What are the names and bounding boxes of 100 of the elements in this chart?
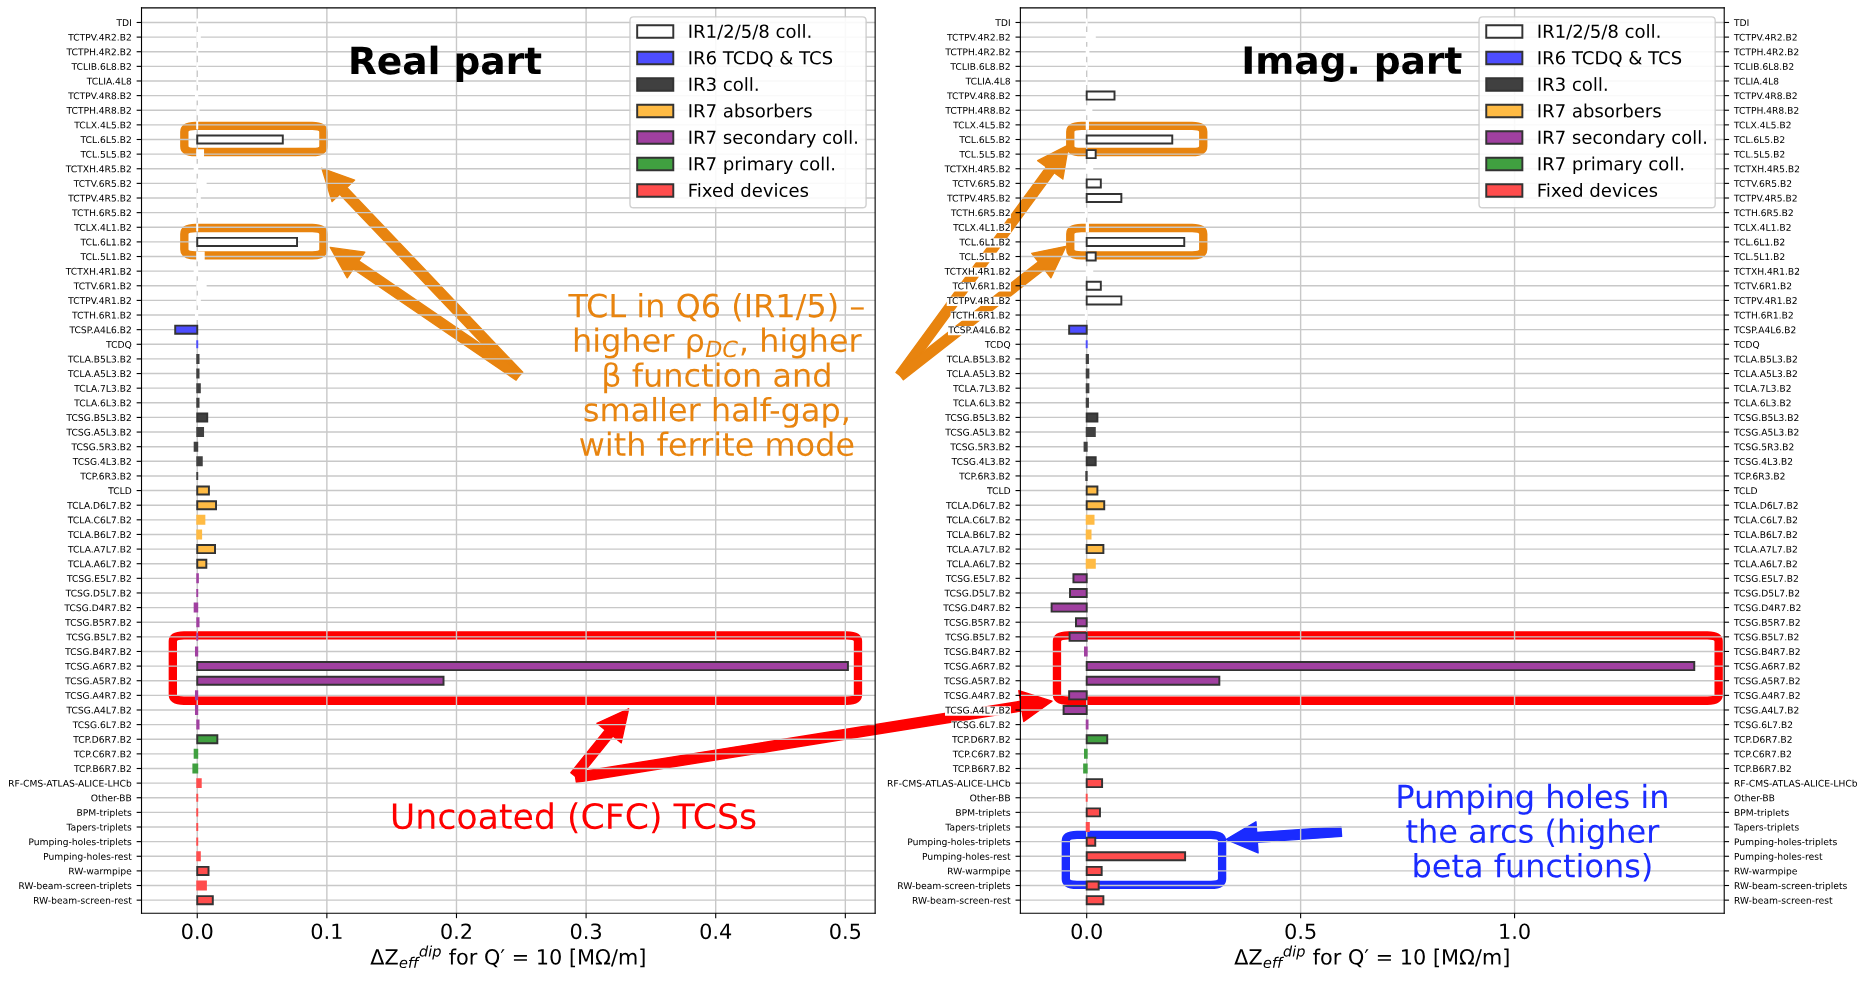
category-label: TCLA.6L3.B2 — [953, 399, 1010, 407]
y-tick-label: TCSG.D4R7.B2 — [1733, 604, 1801, 612]
y-tick-label: TCLA.B5L3.B2 — [67, 355, 131, 363]
y-tick-label: TCTPV.4R8.B2 — [1733, 92, 1797, 100]
y-tick-label: Tapers-triplets — [66, 823, 132, 833]
bar — [1085, 456, 1097, 467]
bar — [196, 485, 210, 496]
category-label: TCLA.B6L7.B2 — [946, 531, 1010, 539]
category-label: TCSG.E5L7.B2 — [945, 575, 1010, 582]
x-tick-label: 0.0 — [182, 923, 213, 940]
x-axis-title: ΔZ$_{eff}$$^{dip}$ for Q′ = 10 [MΩ/m] — [370, 945, 645, 969]
y-tick-label: TCP.6R3.B2 — [80, 472, 131, 480]
bar — [1075, 617, 1088, 628]
y-tick-label: RW-beam-screen-rest — [34, 896, 132, 904]
legend-label: IR7 absorbers — [1538, 103, 1661, 118]
y-tick-label: RW-warmpipe — [69, 867, 132, 877]
category-label: TCTXH.4R5.B2 — [944, 165, 1010, 173]
annotation: Imag. part — [1244, 46, 1462, 82]
bar — [1085, 149, 1097, 160]
y-tick-label: RW-beam-screen-rest — [1734, 896, 1833, 904]
y-tick-label: TCLA.A7L7.B2 — [1733, 545, 1797, 553]
legend-label: IR7 secondary coll. — [689, 130, 857, 148]
bar — [196, 427, 205, 438]
legend-label: IR6 TCDQ & TCS — [689, 50, 833, 67]
bar — [1085, 778, 1104, 789]
y-tick-label: TCTV.6R1.B2 — [73, 282, 131, 290]
y-tick-label: TCLX.4L5.B2 — [1733, 121, 1791, 129]
y-tick-label: TCL.5L1.B2 — [80, 253, 131, 261]
category-label: BPM-triplets — [956, 808, 1011, 818]
y-tick-label: TCTXH.4R1.B2 — [65, 267, 131, 275]
y-tick-label: TCLA.C6L7.B2 — [67, 516, 131, 524]
legend-label: Fixed devices — [689, 183, 809, 198]
category-label: TCTV.6R5.B2 — [952, 180, 1010, 187]
x-axis-title: ΔZ$_{eff}$$^{dip}$ for Q′ = 10 [MΩ/m] — [1234, 945, 1509, 969]
category-label: TCLIA.4L8 — [965, 77, 1011, 85]
y-tick-label: TCSG.B5L7.B2 — [66, 633, 131, 641]
y-tick-label: TCSG.4L3.B2 — [1733, 457, 1793, 465]
bar — [196, 280, 207, 291]
bar — [1068, 631, 1088, 642]
y-tick-label: TCTH.6R5.B2 — [71, 209, 131, 217]
category-label: Pumping-holes-rest — [922, 852, 1011, 862]
y-tick-label: TCSG.D4R7.B2 — [64, 604, 131, 612]
x-tick-label: 0.5 — [830, 923, 861, 940]
y-tick-label: TCSG.B5L3.B2 — [1733, 414, 1799, 422]
category-label: TCSG.6L7.B2 — [951, 721, 1010, 729]
bar — [196, 544, 216, 555]
y-tick-label: TCL.6L1.B2 — [80, 238, 131, 246]
y-tick-label: TCL.5L5.B2 — [80, 150, 131, 158]
y-tick-label: TCSG.B5R7.B2 — [65, 618, 131, 626]
annotation: Real part — [351, 45, 542, 82]
legend-label: IR3 coll. — [689, 77, 758, 92]
x-tick-label: 0.0 — [1071, 923, 1102, 940]
bar — [1085, 734, 1109, 745]
y-tick-label: TCP.B6R7.B2 — [1733, 765, 1791, 773]
category-label: TCP.B6R7.B2 — [952, 765, 1010, 773]
y-tick-label: TCTPV.4R1.B2 — [1733, 297, 1797, 305]
y-tick-label: BPM-triplets — [1734, 808, 1789, 818]
category-label: TCTPH.4R2.B2 — [945, 48, 1010, 56]
bar — [193, 602, 199, 613]
category-label: TCLIB.6L8.B2 — [950, 63, 1010, 70]
bar — [1085, 544, 1105, 555]
category-label: TCL.5L1.B2 — [959, 253, 1010, 261]
bar — [196, 134, 284, 145]
category-label: TCLA.A5L3.B2 — [946, 370, 1010, 378]
category-label: TCLD — [987, 487, 1011, 495]
bar — [196, 295, 201, 306]
y-tick-label: TCSG.6L7.B2 — [72, 721, 131, 729]
y-tick-label: TDI — [1733, 19, 1749, 26]
category-label: TCP.6R3.B2 — [959, 472, 1010, 480]
y-tick-label: TCLIB.6L8.B2 — [1733, 63, 1794, 70]
category-label: TCSG.A4R7.B2 — [943, 692, 1010, 699]
y-tick-label: TCL.5L1.B2 — [1733, 253, 1785, 261]
bar — [1085, 134, 1174, 145]
bar — [1085, 836, 1097, 847]
bar — [1085, 880, 1100, 891]
bar — [1085, 236, 1186, 247]
y-tick-label: TCL.5L5.B2 — [1733, 150, 1785, 158]
bar — [196, 880, 207, 891]
y-tick-label: TCSG.A4R7.B2 — [1733, 692, 1800, 699]
category-label: TCSG.A6R7.B2 — [943, 662, 1010, 670]
category-label: TCTXH.4R1.B2 — [944, 267, 1010, 275]
category-label: TCLA.D6L7.B2 — [945, 501, 1010, 509]
category-label: TCTH.6R1.B2 — [950, 311, 1010, 319]
category-label: TCSG.A5L3.B2 — [945, 428, 1010, 436]
bar — [196, 514, 206, 525]
y-tick-label: Pumping-holes-triplets — [29, 838, 132, 848]
bar — [196, 675, 445, 686]
bar — [1083, 441, 1088, 452]
legend-label: IR6 TCDQ & TCS — [1538, 50, 1682, 67]
bar — [196, 412, 209, 423]
legend-label: IR7 absorbers — [689, 103, 812, 118]
y-tick-label: RW-beam-screen-triplets — [1734, 882, 1847, 891]
annotation: TCL in Q6 (IR1/5) – higher ρ$_{DC}$, higher β function and smaller half-gap, with ferrite mode — [568, 292, 864, 457]
category-label: TCLX.4L1.B2 — [953, 223, 1010, 231]
category-label: TDI — [995, 19, 1010, 26]
y-tick-label: TCSG.B5L7.B2 — [1733, 633, 1799, 641]
bar — [196, 383, 201, 394]
bar — [196, 865, 210, 876]
legend-label: Fixed devices — [1538, 183, 1658, 198]
y-tick-label: BPM-triplets — [77, 808, 132, 818]
